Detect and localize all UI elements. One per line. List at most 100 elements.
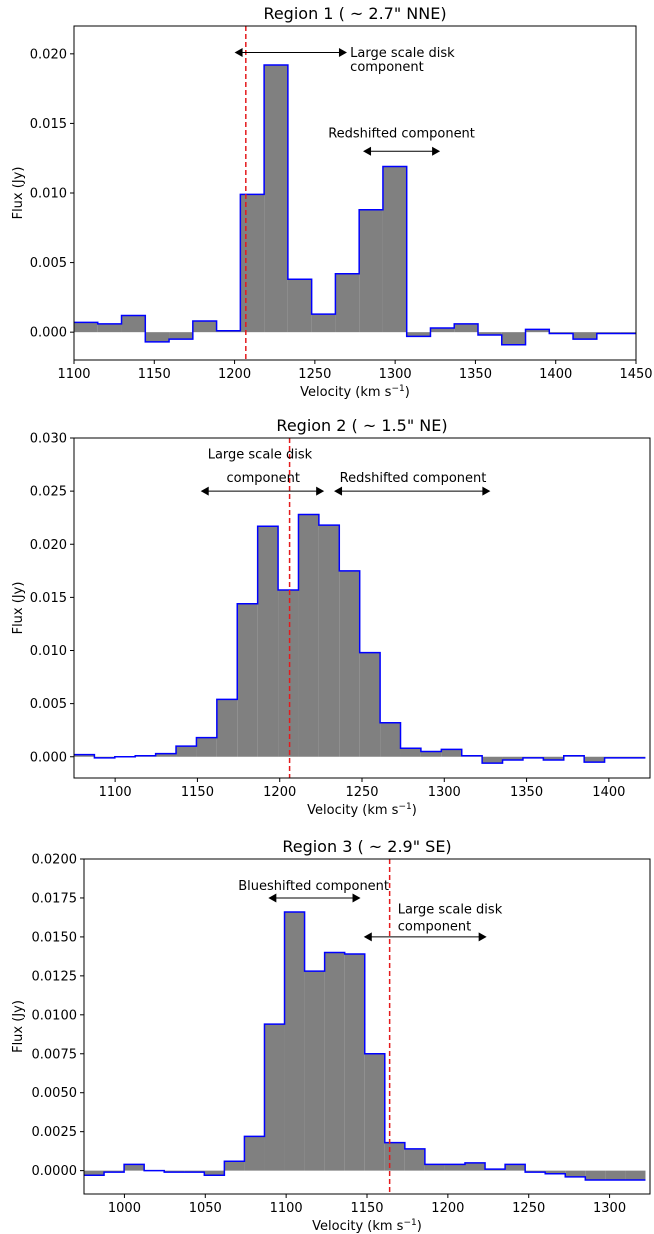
- flux-bar: [477, 332, 502, 335]
- x-tick-label: 1050: [189, 1201, 222, 1216]
- flux-bar: [324, 952, 345, 1171]
- y-tick-label: 0.0200: [32, 853, 78, 868]
- x-axis-label-base: Velocity (km s: [300, 385, 392, 400]
- flux-step-line: [74, 64, 636, 346]
- flux-bar: [605, 1170, 626, 1180]
- flux-bar: [430, 327, 455, 333]
- y-axis-label: Flux (Jy): [11, 167, 26, 220]
- flux-step-line: [74, 513, 646, 764]
- flux-bar: [74, 754, 95, 757]
- annotation-arrowhead-left: [234, 47, 243, 57]
- x-tick-label: 1100: [99, 785, 132, 800]
- x-axis-label-exponent: −1: [391, 384, 404, 394]
- annotation-arrowhead-left: [334, 486, 343, 496]
- x-tick-label: 1350: [459, 367, 492, 382]
- x-axis-label: Velocity (km s−1): [312, 1218, 422, 1234]
- annotation-arrowhead-right: [352, 893, 361, 903]
- flux-bar: [121, 315, 146, 333]
- flux-bar: [505, 1164, 526, 1171]
- x-tick-label: 1150: [181, 785, 214, 800]
- flux-bar: [585, 1170, 606, 1180]
- annotation-label: Large scale disk: [208, 447, 313, 462]
- flux-bar: [420, 751, 442, 757]
- y-tick-label: 0.0175: [32, 891, 78, 906]
- region-2-panel: 1100 1150 1200 1250 1300 1350 1400 0.000 0.005 0.…: [0, 410, 654, 828]
- flux-bar: [625, 1170, 646, 1180]
- x-tick-label: 1250: [345, 785, 378, 800]
- y-tick-label: 0.0100: [32, 1008, 78, 1023]
- flux-bar: [584, 756, 605, 763]
- flux-bar: [525, 1170, 546, 1173]
- flux-bar: [244, 1136, 265, 1171]
- flux-bar: [145, 332, 170, 342]
- flux-bar: [400, 748, 421, 757]
- flux-bar: [74, 322, 98, 333]
- annotation-arrowhead-right: [478, 932, 487, 942]
- flux-bar: [196, 737, 217, 757]
- x-tick-label: 1200: [263, 785, 296, 800]
- flux-bar: [192, 321, 217, 333]
- y-tick-label: 0.0075: [32, 1047, 78, 1062]
- y-tick-label: 0.015: [30, 591, 67, 606]
- flux-bar: [444, 1164, 465, 1171]
- x-axis-label: Velocity (km s−1): [300, 384, 410, 400]
- x-tick-label: 1150: [350, 1201, 383, 1216]
- x-tick-label: 1150: [138, 367, 171, 382]
- y-tick-label: 0.010: [30, 187, 67, 202]
- flux-bar: [155, 753, 177, 757]
- annotation-label: Redshifted component: [340, 471, 487, 486]
- flux-bar: [204, 1170, 225, 1176]
- chart-title: Region 2 ( ~ 1.5" NE): [276, 416, 447, 435]
- x-tick-label: 1250: [512, 1201, 545, 1216]
- y-tick-label: 0.0000: [32, 1164, 78, 1179]
- flux-bar: [404, 1148, 425, 1171]
- flux-bar: [502, 756, 523, 760]
- x-tick-label: 1100: [57, 367, 90, 382]
- x-axis-label-base: Velocity (km s: [307, 803, 399, 818]
- region-3-panel: 1000 1050 1100 1150 1200 1250 1300 0.0000 0.0025…: [0, 828, 654, 1234]
- flux-bar: [364, 1053, 385, 1171]
- flux-bar: [124, 1164, 145, 1171]
- x-axis-label: Velocity (km s−1): [307, 802, 417, 818]
- flux-bar: [311, 314, 336, 333]
- x-tick-label: 1450: [619, 367, 652, 382]
- flux-bar: [545, 1170, 566, 1174]
- annotation-arrowhead-right: [432, 146, 441, 156]
- x-tick-label: 1200: [218, 367, 251, 382]
- x-axis-label-end: ): [405, 385, 410, 400]
- x-axis-label-base: Velocity (km s: [312, 1219, 404, 1234]
- flux-bar: [164, 1170, 185, 1173]
- y-tick-label: 0.030: [30, 432, 67, 447]
- flux-bar: [501, 332, 526, 345]
- annotation-arrowhead-right: [482, 486, 491, 496]
- flux-bar: [344, 954, 365, 1171]
- flux-bar: [384, 1142, 405, 1171]
- x-tick-label: 1300: [428, 785, 461, 800]
- annotation-label: Large scale disk: [398, 902, 503, 917]
- y-tick-label: 0.025: [30, 485, 67, 500]
- annotation-arrowhead-right: [316, 486, 325, 496]
- flux-bar: [441, 749, 462, 757]
- flux-bar: [454, 323, 478, 333]
- chart-title: Region 3 ( ~ 2.9" SE): [282, 837, 451, 856]
- region-2-chart: 1100 1150 1200 1250 1300 1350 1400 0.000 0.005 0.…: [11, 416, 651, 818]
- flux-bar: [224, 1161, 245, 1171]
- flux-bar: [237, 603, 258, 757]
- flux-bar: [176, 746, 197, 757]
- flux-bar: [104, 1170, 125, 1173]
- region-3-chart: 1000 1050 1100 1150 1200 1250 1300 0.0000 0.0025…: [11, 837, 651, 1234]
- histogram-bars: [74, 64, 636, 346]
- y-axis-label: Flux (Jy): [11, 1000, 26, 1053]
- y-tick-label: 0.000: [30, 750, 67, 765]
- y-tick-label: 0.0125: [32, 969, 78, 984]
- y-tick-label: 0.020: [30, 538, 67, 553]
- flux-bar: [184, 1170, 205, 1173]
- flux-step-line: [84, 911, 646, 1181]
- y-tick-label: 0.015: [30, 117, 67, 132]
- flux-bar: [169, 332, 193, 340]
- histogram-bars: [74, 513, 646, 764]
- flux-bar: [482, 756, 503, 764]
- flux-bar: [464, 1162, 486, 1171]
- x-tick-label: 1100: [270, 1201, 303, 1216]
- x-axis-label-end: ): [417, 1219, 422, 1234]
